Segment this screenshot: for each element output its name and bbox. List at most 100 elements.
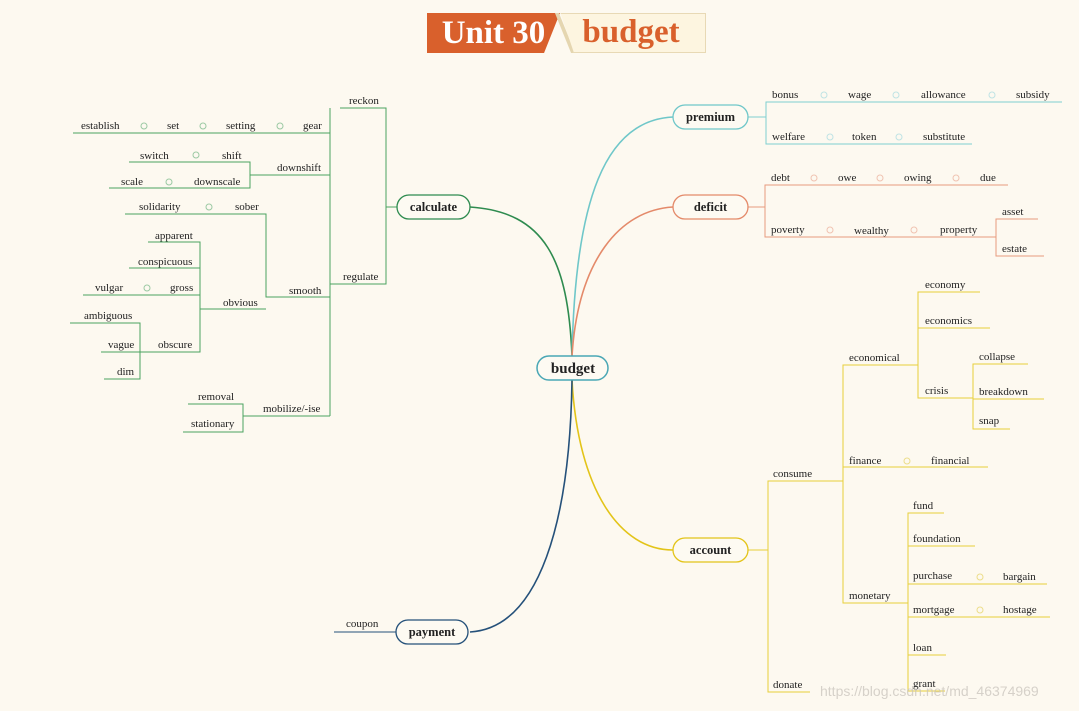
sep-dot <box>826 226 834 234</box>
premium-lines <box>748 101 1062 145</box>
sep-dot <box>910 226 918 234</box>
node-deficit[interactable]: deficit <box>672 194 749 220</box>
sep-dot <box>976 606 984 614</box>
word-dim: dim <box>117 366 135 378</box>
word-poverty: poverty <box>771 224 805 236</box>
sep-dot <box>876 174 884 182</box>
calculate-lines <box>70 107 397 433</box>
word-financial: financial <box>931 455 969 467</box>
word-downscale: downscale <box>194 176 241 188</box>
sep-dot <box>820 91 828 99</box>
word-due: due <box>980 172 996 184</box>
word-conspicuous: conspicuous <box>138 256 192 268</box>
sep-dot <box>892 91 900 99</box>
word-donate: donate <box>773 679 802 691</box>
deficit-lines <box>748 184 1044 257</box>
node-payment[interactable]: payment <box>395 619 469 645</box>
word-mortgage: mortgage <box>913 604 955 616</box>
word-grant: grant <box>913 678 936 690</box>
word-establish: establish <box>81 120 120 132</box>
node-deficit-label: deficit <box>694 200 728 214</box>
sep-dot <box>826 133 834 141</box>
word-downshift: downshift <box>277 162 321 174</box>
word-substitute: substitute <box>923 131 965 143</box>
word-labels: reckon establish set setting gear switch… <box>81 89 1050 691</box>
watermark: https://blog.csdn.net/md_46374969 <box>820 683 1039 699</box>
word-apparent: apparent <box>155 230 193 242</box>
node-calculate[interactable]: calculate <box>396 194 471 220</box>
word-owing: owing <box>904 172 932 184</box>
word-bonus: bonus <box>772 89 798 101</box>
word-token: token <box>852 131 877 143</box>
word-switch: switch <box>140 150 169 162</box>
word-debt: debt <box>771 172 790 184</box>
sep-dot <box>895 133 903 141</box>
word-economy: economy <box>925 279 966 291</box>
sep-dot <box>276 122 284 130</box>
central-label: budget <box>551 361 595 377</box>
word-finance: finance <box>849 455 881 467</box>
word-estate: estate <box>1002 243 1027 255</box>
node-account-label: account <box>690 543 733 557</box>
word-scale: scale <box>121 176 143 188</box>
word-hostage: hostage <box>1003 604 1037 616</box>
word-collapse: collapse <box>979 351 1015 363</box>
word-purchase: purchase <box>913 570 952 582</box>
word-snap: snap <box>979 415 1000 427</box>
node-premium-label: premium <box>686 110 736 124</box>
sep-dot <box>192 151 200 159</box>
node-calculate-label: calculate <box>410 200 458 214</box>
main-branches <box>469 116 674 633</box>
sep-dot <box>199 122 207 130</box>
word-owe: owe <box>838 172 856 184</box>
title-unit: Unit 30 <box>427 13 560 53</box>
word-removal: removal <box>198 391 234 403</box>
node-account[interactable]: account <box>672 537 749 563</box>
word-economics: economics <box>925 315 972 327</box>
word-fund: fund <box>913 500 934 512</box>
word-monetary: monetary <box>849 590 891 602</box>
word-mobilize: mobilize/-ise <box>263 403 321 415</box>
sep-dot <box>810 174 818 182</box>
branch-line-premium <box>571 116 674 357</box>
word-wealthy: wealthy <box>854 225 889 237</box>
sep-dot <box>903 457 911 465</box>
word-smooth: smooth <box>289 285 322 297</box>
word-obscure: obscure <box>158 339 192 351</box>
branch-line-payment <box>469 379 573 633</box>
word-vulgar: vulgar <box>95 282 123 294</box>
word-subsidy: subsidy <box>1016 89 1050 101</box>
word-welfare: welfare <box>772 131 805 143</box>
sep-dot <box>988 91 996 99</box>
node-payment-label: payment <box>409 625 456 639</box>
sep-dot <box>165 178 173 186</box>
word-gross: gross <box>170 282 193 294</box>
word-gear: gear <box>303 120 322 132</box>
word-crisis: crisis <box>925 385 948 397</box>
word-foundation: foundation <box>913 533 961 545</box>
word-reckon: reckon <box>349 95 379 107</box>
word-economical: economical <box>849 352 900 364</box>
word-property: property <box>940 224 978 236</box>
word-vague: vague <box>108 339 134 351</box>
node-premium[interactable]: premium <box>672 104 749 130</box>
word-bargain: bargain <box>1003 571 1036 583</box>
branch-line-deficit <box>571 206 674 357</box>
word-obvious: obvious <box>223 297 258 309</box>
branch-line-calculate <box>469 206 573 357</box>
word-wage: wage <box>848 89 871 101</box>
sep-dot <box>976 573 984 581</box>
central-node[interactable]: budget <box>536 355 609 381</box>
word-loan: loan <box>913 642 932 654</box>
sep-dot <box>205 203 213 211</box>
account-lines <box>748 291 1050 693</box>
separators <box>140 91 996 614</box>
word-breakdown: breakdown <box>979 386 1028 398</box>
word-asset: asset <box>1002 206 1023 218</box>
word-setting: setting <box>226 120 256 132</box>
word-stationary: stationary <box>191 418 235 430</box>
sep-dot <box>952 174 960 182</box>
word-consume: consume <box>773 468 812 480</box>
word-set: set <box>167 120 179 132</box>
